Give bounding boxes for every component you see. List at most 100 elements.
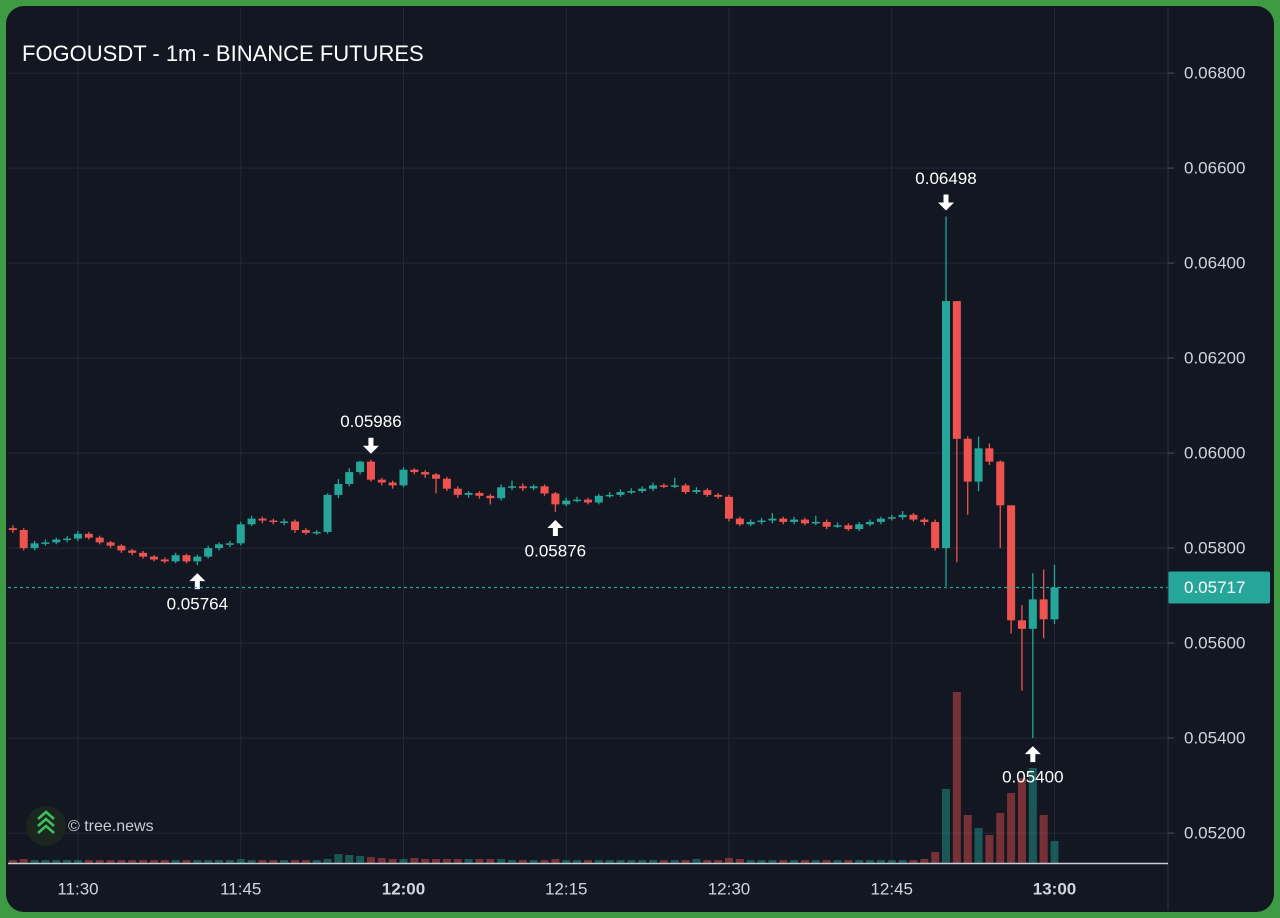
volume-bar: [768, 860, 777, 863]
volume-bar: [128, 860, 137, 863]
volume-bar: [312, 860, 321, 863]
volume-bar: [290, 860, 300, 863]
annotation-label: 0.05764: [167, 595, 228, 614]
x-tick-label: 12:15: [545, 879, 588, 898]
candle-body: [811, 521, 820, 524]
candle-body: [551, 493, 560, 505]
annotation-arrow: [938, 194, 955, 211]
candle-body: [497, 487, 506, 499]
candle-body: [453, 488, 462, 495]
y-tick-label: 0.06600: [1184, 159, 1245, 178]
candle-body: [714, 494, 723, 497]
volume-bar: [898, 860, 907, 863]
volume-bar: [757, 860, 766, 863]
candle-body: [128, 550, 137, 553]
candle-body: [963, 438, 972, 482]
volume-bar: [236, 859, 245, 863]
volume-bar: [464, 859, 473, 863]
volume-bar: [117, 860, 126, 863]
candle-body: [833, 525, 842, 527]
volume-bar: [974, 828, 983, 863]
volume-bar: [41, 860, 50, 863]
volume-bar: [497, 859, 506, 863]
candle-body: [746, 521, 755, 525]
candle-body: [334, 483, 343, 495]
volume-bar: [215, 860, 224, 863]
volume-bar: [573, 860, 582, 863]
candle-body: [52, 539, 61, 543]
candle-body: [464, 492, 473, 495]
candle-body: [866, 521, 875, 525]
candle-body: [529, 486, 538, 489]
x-tick-label: 11:45: [220, 879, 261, 898]
candle-body: [573, 499, 582, 502]
volume-bar: [399, 859, 408, 863]
y-tick-label: 0.05600: [1184, 634, 1245, 653]
volume-bar: [941, 789, 951, 863]
candle-body: [1050, 587, 1059, 620]
volume-bar: [8, 860, 17, 863]
volume-bar: [475, 859, 484, 863]
volume-bar: [421, 859, 430, 863]
volume-bar: [442, 859, 451, 863]
candle-body: [193, 556, 202, 562]
candle-body: [388, 482, 397, 486]
annotation-label: 0.05986: [340, 412, 401, 431]
x-tick-label: 11:30: [57, 879, 98, 898]
volume-bar: [507, 860, 517, 863]
candle-body: [225, 543, 234, 545]
volume-bar: [63, 860, 72, 863]
y-tick-label: 0.06400: [1184, 254, 1245, 273]
volume-bar: [1007, 793, 1016, 863]
volume-bar: [30, 860, 39, 863]
candle-body: [724, 496, 734, 519]
volume-bar: [790, 860, 799, 863]
volume-bar: [876, 860, 885, 863]
volume-bar: [73, 860, 82, 863]
candle-body: [594, 495, 603, 503]
volume-bar: [746, 860, 755, 863]
volume-bar: [323, 859, 332, 863]
candle-body: [605, 494, 614, 497]
volume-bar: [985, 835, 994, 863]
candle-body: [562, 500, 571, 505]
candle-body: [41, 542, 50, 544]
volume-bar: [1039, 815, 1048, 863]
candle-body: [356, 461, 365, 473]
volume-bar: [171, 860, 180, 863]
volume-bar: [844, 860, 853, 863]
volume-bar: [681, 860, 690, 863]
volume-bar: [1050, 841, 1059, 863]
annotation-arrow: [189, 573, 206, 590]
x-tick-label: 12:45: [870, 879, 913, 898]
volume-bar: [225, 860, 234, 863]
volume-bar: [887, 860, 896, 863]
annotation-label: 0.06498: [915, 169, 976, 188]
candle-body: [876, 518, 885, 522]
annotation-arrow: [1024, 746, 1041, 763]
candle-body: [312, 531, 321, 534]
volume-bar: [345, 855, 354, 863]
x-tick-label: 12:00: [382, 879, 425, 898]
candle-body: [139, 552, 148, 557]
candle-body: [171, 555, 180, 562]
candle-body: [215, 544, 224, 549]
candle-body: [486, 495, 495, 499]
volume-bar: [486, 859, 495, 863]
volume-bar: [605, 860, 614, 863]
volume-bar: [931, 852, 940, 863]
volume-bar: [822, 860, 831, 863]
volume-bar: [160, 860, 169, 863]
x-tick-label: 13:00: [1033, 879, 1076, 898]
volume-bar: [388, 859, 397, 863]
volume-bar: [649, 860, 658, 863]
candle-body: [19, 530, 28, 549]
candle-body: [822, 521, 831, 527]
candle-body: [63, 538, 72, 541]
volume-bar: [638, 860, 647, 863]
candle-body: [149, 556, 158, 560]
volume-bar: [301, 860, 310, 863]
candle-body: [931, 521, 940, 549]
candle-body: [757, 520, 766, 523]
volume-bar: [811, 860, 820, 863]
